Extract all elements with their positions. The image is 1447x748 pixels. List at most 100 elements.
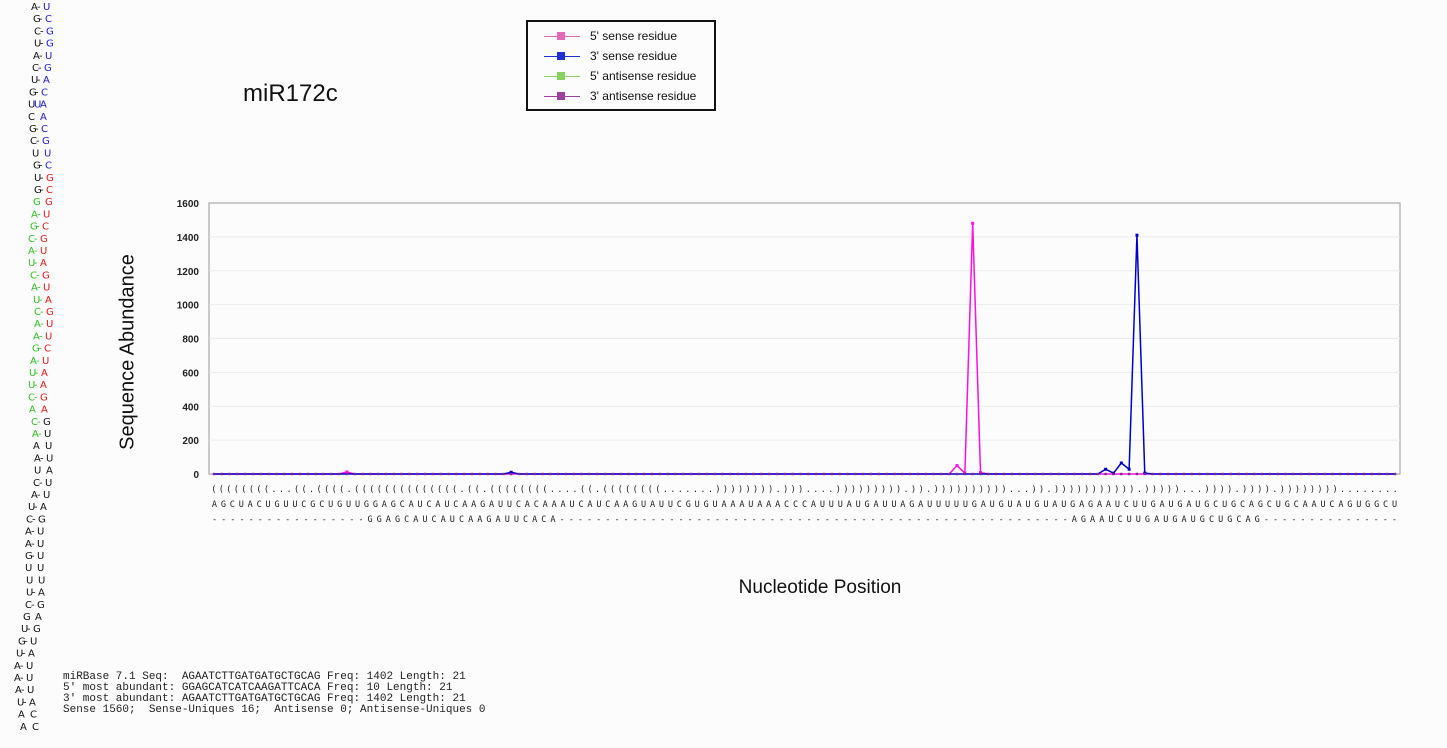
mature-char: - [651,515,656,525]
mature-char: - [285,515,290,525]
structure-char: ) [1265,485,1270,495]
legend-marker [557,32,565,40]
mature-char: C [1209,515,1214,525]
y-tick-label: 400 [182,402,199,413]
sequence-char: A [543,500,548,510]
mature-char: - [267,515,272,525]
sequence-char: C [784,500,789,510]
hairpin-bond: - [34,392,38,403]
data-point [1073,472,1076,476]
mature-char: - [624,515,629,525]
hairpin-base: U [17,697,24,708]
structure-char: ) [791,485,796,495]
data-point [447,472,450,476]
mature-char: - [980,515,985,525]
structure-char: ) [843,485,848,495]
structure-char: ) [1220,485,1225,495]
hairpin-base: U [46,319,53,330]
sequence-char: U [498,500,503,510]
y-tick-label: 800 [182,335,199,346]
mature-char: - [249,515,254,525]
data-point [1229,472,1233,476]
mature-char: - [971,515,976,525]
data-point [838,472,841,476]
structure-char: ) [1092,485,1097,495]
structure-char: ( [497,485,502,495]
structure-char: . [828,485,833,495]
mature-char: U [1108,515,1113,525]
mature-char: C [459,515,464,525]
hairpin-base: U [43,283,50,294]
sequence-char: G [704,500,709,510]
hairpin-base: A [25,527,32,538]
sequence-char: A [382,500,387,510]
hairpin-base: U [43,209,50,220]
data-point [1362,472,1365,476]
hairpin-base: C [44,344,51,355]
mature-char: - [1355,515,1360,525]
structure-char: ) [1287,485,1292,495]
structure-char: ( [377,485,382,495]
mature-char: - [1053,515,1058,525]
structure-char: ) [1332,485,1337,495]
hairpin-base: A [41,405,48,416]
data-point [1354,472,1358,476]
data-point [1237,472,1240,476]
sequence-char: U [1195,500,1200,510]
hairpin-bond: - [40,307,44,318]
data-point [1323,472,1326,476]
legend-label: 5' sense residue [590,29,678,43]
structure-char: ( [384,485,389,495]
mature-char: - [797,515,802,525]
structure-char: ) [1174,485,1179,495]
data-point [588,472,591,476]
structure-char: . [271,485,276,495]
data-point [963,472,967,476]
data-point [1260,472,1264,476]
structure-char: . [482,485,487,495]
mature-char: - [752,515,757,525]
sequence-char: A [900,500,905,510]
y-tick-label: 1400 [177,233,200,244]
sequence-char: A [1186,500,1191,510]
hairpin-bond: - [31,527,35,538]
structure-char: ( [264,485,269,495]
sequence-char: G [274,500,279,510]
structure-char: ( [354,485,359,495]
hairpin-base: U [26,588,33,599]
y-tick-label: 0 [193,470,199,481]
sequence-char: G [1177,500,1182,510]
mature-char: - [1282,515,1287,525]
mature-char: - [724,515,729,525]
hairpin-bond: - [37,417,41,428]
mature-char: - [669,515,674,525]
structure-char: . [1182,485,1187,495]
structure-char: ) [1242,485,1247,495]
hairpin-base: A [33,331,40,342]
data-point [564,472,568,476]
structure-char: ) [1325,485,1330,495]
data-point [1253,472,1256,476]
sequence-char: U [569,500,574,510]
hairpin-bond: - [39,51,43,62]
legend-item: 3' antisense residue [528,86,714,106]
structure-char: . [806,485,811,495]
mature-char: U [1163,515,1168,525]
hairpin-bond: - [27,624,31,635]
sequence-char: C [605,500,610,510]
hairpin-base: A [34,453,41,464]
hairpin-bond: - [35,368,39,379]
hairpin-bond: - [36,270,40,281]
data-point [376,472,380,476]
structure-char: ) [919,485,924,495]
mature-char: G [486,515,491,525]
structure-char: ( [505,485,510,495]
hairpin-bond: - [40,185,44,196]
data-point [509,470,513,474]
hairpin-bond: - [40,39,44,50]
legend-swatch-icon [544,70,580,82]
mature-char: - [614,515,619,525]
hairpin-base: G [44,63,52,74]
mature-char: U [1218,515,1223,525]
mature-char: - [1008,515,1013,525]
